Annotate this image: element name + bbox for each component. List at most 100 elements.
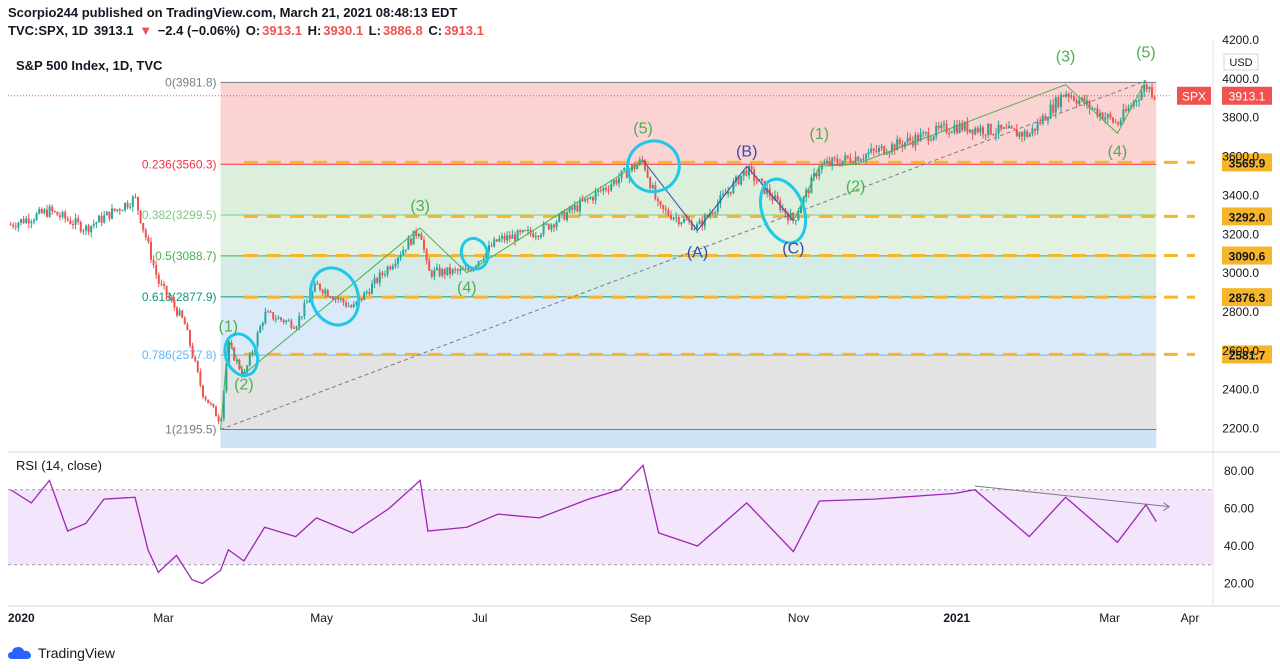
candle-body — [285, 320, 288, 323]
open-value: 3913.1 — [262, 23, 302, 38]
candle-body — [420, 234, 423, 240]
price-axis-tick: 2400.0 — [1222, 383, 1259, 397]
candle-body — [1067, 93, 1070, 97]
candle-body — [352, 304, 355, 308]
level-price-tag — [1222, 345, 1272, 364]
fib-zone-band — [220, 164, 1157, 215]
rsi-axis-tick: 20.00 — [1224, 577, 1254, 591]
time-axis-tick: Mar — [1099, 611, 1120, 625]
candle-body — [433, 269, 436, 277]
candle-body — [597, 190, 600, 192]
candle-body — [290, 320, 293, 328]
abc-correction-path — [642, 160, 794, 232]
candle-body — [961, 123, 964, 131]
highlight-circle — [459, 236, 490, 271]
candle-body — [272, 312, 275, 320]
candle-body — [922, 132, 925, 134]
fib-extension-band — [220, 429, 1157, 448]
candle-body — [893, 144, 896, 151]
candle-body — [550, 224, 553, 230]
level-price-text: 3090.6 — [1229, 250, 1266, 264]
candle-body — [1106, 114, 1109, 118]
candle-body — [513, 234, 516, 241]
wave-label: (A) — [687, 245, 708, 262]
candle-body — [607, 189, 610, 191]
candle-body — [178, 310, 181, 316]
candle-body — [74, 218, 77, 225]
candle-body — [25, 218, 28, 224]
arrow-head-icon — [1162, 502, 1171, 512]
candle-body — [230, 342, 233, 348]
candle-body — [857, 156, 860, 162]
candle-body — [487, 245, 490, 252]
low-value: 3886.8 — [382, 23, 423, 38]
level-price-tag — [1222, 246, 1272, 265]
candle-body — [1117, 122, 1120, 125]
candle-body — [919, 133, 922, 142]
candle-body — [586, 198, 589, 200]
wave-label: (C) — [782, 241, 804, 258]
candle-body — [810, 177, 813, 194]
candle-body — [331, 297, 334, 300]
candle-body — [136, 196, 139, 211]
candle-body — [1130, 105, 1133, 108]
candle-body — [58, 215, 61, 218]
candle-body — [680, 222, 683, 224]
candle-body — [495, 239, 498, 242]
wave-label: (5) — [1136, 44, 1156, 61]
candle-body — [1062, 94, 1065, 97]
candle-body — [844, 155, 847, 161]
rsi-line — [10, 464, 1157, 585]
candle-body — [1013, 128, 1016, 130]
candle-body — [9, 224, 12, 226]
rsi-axis-tick: 40.00 — [1224, 539, 1254, 553]
fib-level-label: 0.382(3299.5) — [142, 208, 217, 222]
wave-label: (5) — [633, 120, 653, 137]
candle-body — [1002, 127, 1005, 129]
candle-body — [875, 150, 878, 152]
candle-body — [1145, 84, 1148, 90]
candle-body — [318, 283, 321, 290]
candle-body — [363, 292, 366, 301]
candle-body — [695, 224, 698, 229]
candle-body — [261, 322, 264, 327]
candle-body — [498, 238, 501, 242]
candle-body — [404, 249, 407, 251]
candle-body — [571, 206, 574, 210]
candle-body — [227, 342, 230, 365]
candle-body — [370, 283, 373, 294]
candle-body — [1085, 100, 1088, 105]
candle-body — [958, 123, 961, 133]
candle-body — [316, 283, 319, 285]
candle-body — [142, 223, 145, 230]
candle-body — [368, 291, 371, 294]
close-label: C: — [428, 23, 443, 38]
candle-body — [1091, 108, 1094, 110]
candle-body — [643, 160, 646, 170]
candle-body — [755, 180, 758, 182]
tradingview-logo[interactable]: TradingView — [8, 645, 115, 661]
candle-body — [578, 199, 581, 212]
candle-body — [170, 298, 173, 301]
candle-body — [446, 267, 449, 275]
candle-body — [217, 416, 220, 422]
candle-body — [542, 223, 545, 235]
candle-body — [966, 121, 969, 133]
candle-body — [675, 216, 678, 218]
candle-body — [615, 179, 618, 184]
candle-body — [1150, 87, 1153, 97]
candle-body — [222, 390, 225, 419]
wave-label: (4) — [457, 280, 477, 297]
candle-body — [27, 218, 30, 224]
candle-body — [19, 219, 22, 223]
candle-body — [555, 221, 558, 228]
candle-body — [1083, 97, 1086, 105]
candle-body — [279, 317, 282, 320]
candle-body — [992, 134, 995, 136]
candle-body — [407, 238, 410, 250]
candle-body — [823, 162, 826, 165]
candle-body — [776, 195, 779, 201]
candle-body — [454, 269, 457, 271]
candle-body — [836, 159, 839, 164]
